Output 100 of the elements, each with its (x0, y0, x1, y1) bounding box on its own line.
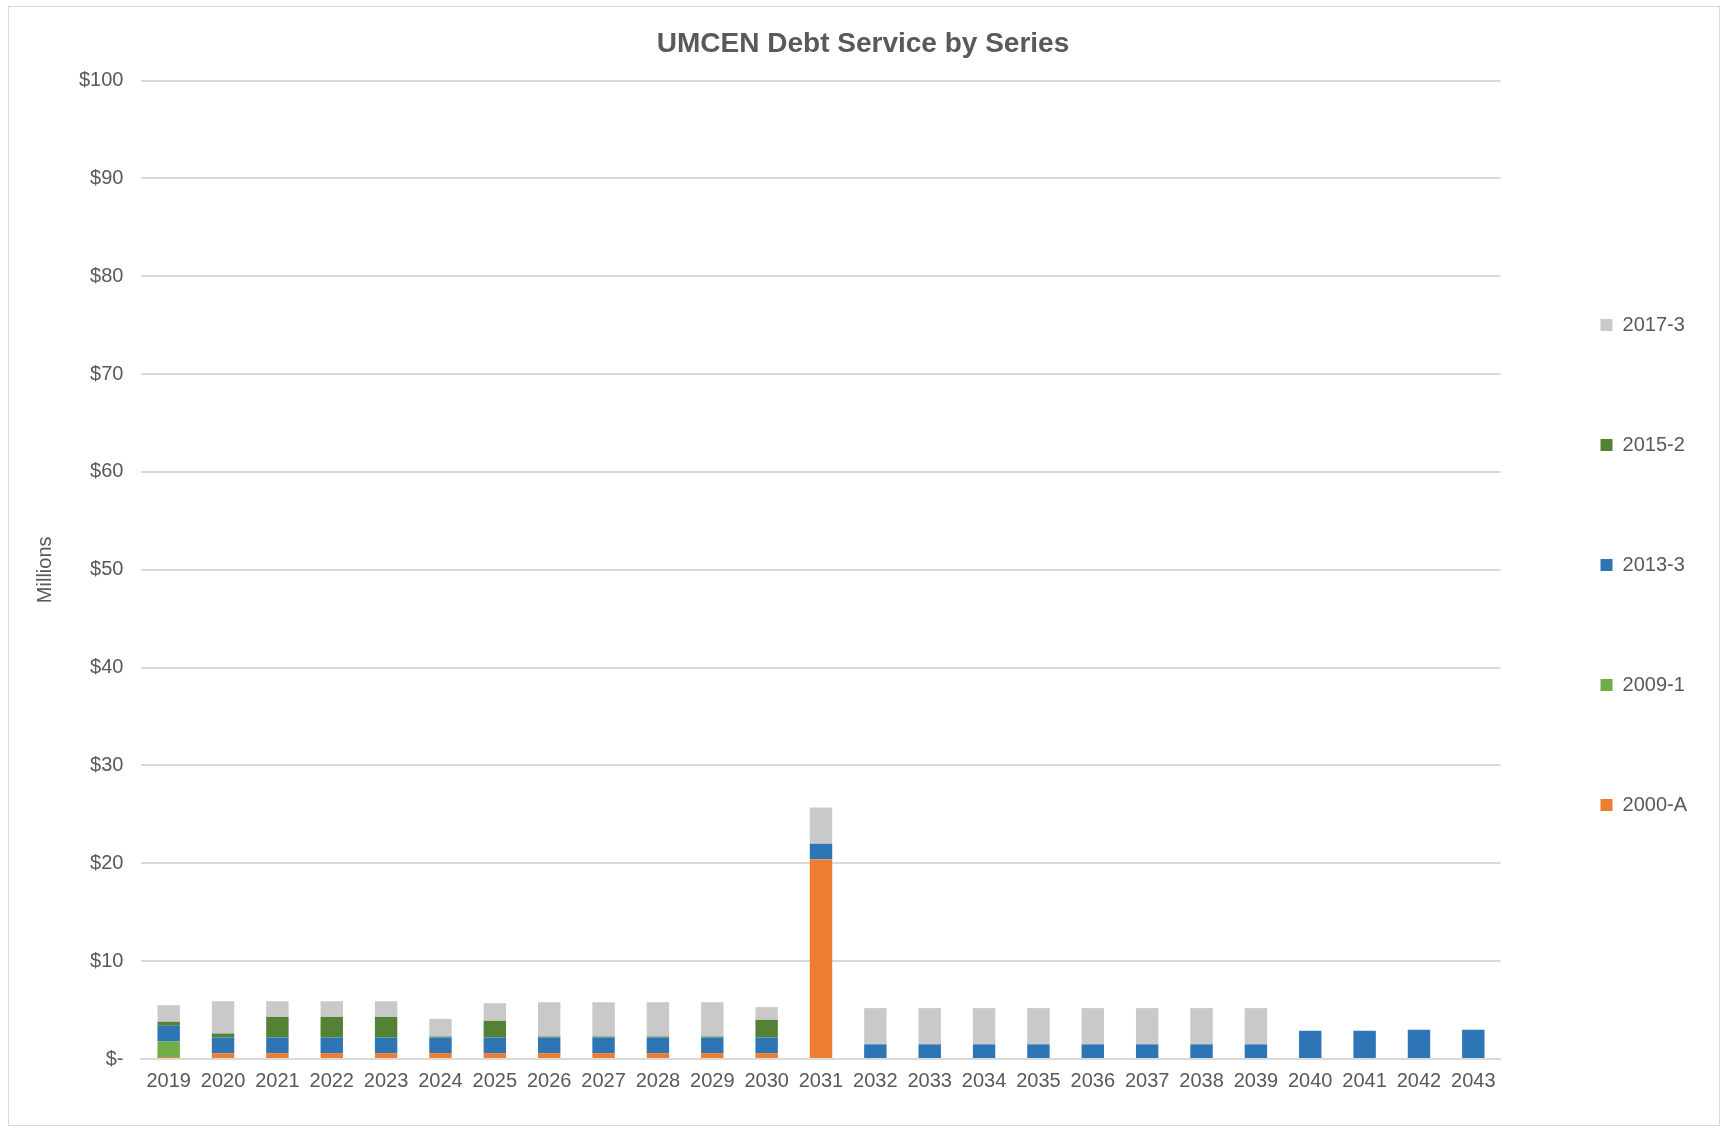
bar (1353, 1030, 1376, 1058)
x-tick-label: 2021 (255, 1068, 300, 1091)
x-tick-label: 2029 (690, 1068, 735, 1091)
y-tick-label: $30 (90, 753, 124, 775)
x-tick-label: 2035 (1016, 1068, 1061, 1091)
bar (1299, 1030, 1322, 1058)
bar (755, 1007, 778, 1020)
bar (755, 1019, 778, 1038)
x-tick-label: 2036 (1070, 1068, 1116, 1091)
legend-label: 2013-3 (1622, 552, 1685, 575)
bar (537, 1037, 561, 1054)
bar (266, 1001, 289, 1017)
bar (1407, 1029, 1431, 1058)
bar (918, 1044, 941, 1058)
bar (646, 1053, 670, 1058)
bar (320, 1001, 343, 1017)
bar (374, 1037, 398, 1054)
x-tick-label: 2020 (200, 1068, 246, 1091)
x-tick-label: 2032 (853, 1068, 898, 1091)
legend-label: 2000-A (1622, 792, 1688, 815)
bar (755, 1053, 778, 1058)
y-tick-label: $60 (90, 459, 124, 482)
bar (1190, 1044, 1213, 1058)
bar (537, 1002, 561, 1037)
bar (266, 1016, 289, 1038)
bar (483, 1037, 507, 1054)
bar (211, 1001, 235, 1034)
x-tick-label: 2033 (907, 1068, 952, 1091)
bar (646, 1002, 670, 1037)
bar (1244, 1044, 1268, 1058)
bar (972, 1044, 996, 1058)
legend-label: 2017-3 (1622, 312, 1685, 335)
bar (864, 1044, 887, 1058)
x-tick-label: 2024 (418, 1068, 463, 1091)
bar (809, 807, 833, 844)
bar (1027, 1044, 1050, 1058)
bar (1190, 1008, 1213, 1045)
x-tick-label: 2023 (363, 1068, 409, 1091)
bar (1135, 1008, 1159, 1045)
y-tick-label: $10 (90, 948, 124, 971)
bar (211, 1037, 235, 1054)
x-tick-label: 2027 (581, 1068, 626, 1091)
chart-title: UMCEN Debt Service by Series (656, 26, 1070, 58)
bar (429, 1018, 452, 1037)
bar (918, 1008, 941, 1045)
bar (320, 1037, 343, 1054)
bar (483, 1053, 507, 1058)
y-tick-label: $- (105, 1046, 124, 1069)
x-tick-label: 2039 (1233, 1068, 1279, 1091)
x-tick-label: 2026 (526, 1068, 572, 1091)
bar (537, 1053, 561, 1058)
y-tick-label: $100 (78, 68, 124, 91)
bar (592, 1037, 615, 1054)
bar (320, 1016, 343, 1038)
bar (483, 1003, 507, 1021)
bar (1462, 1029, 1485, 1058)
bar (701, 1053, 724, 1058)
bar (755, 1037, 778, 1054)
bar (157, 1005, 180, 1022)
x-tick-label: 2040 (1288, 1068, 1333, 1091)
bar (483, 1020, 507, 1038)
bar (374, 1053, 398, 1058)
bar (592, 1053, 615, 1058)
y-tick-label: $80 (90, 263, 124, 286)
x-tick-label: 2022 (309, 1068, 354, 1091)
x-tick-label: 2028 (635, 1068, 681, 1091)
x-tick-label: 2042 (1396, 1068, 1442, 1091)
bar (864, 1008, 887, 1045)
bar (1081, 1008, 1105, 1045)
bar (701, 1037, 724, 1054)
bar (429, 1037, 452, 1054)
bar (809, 843, 833, 860)
y-axis-title: Millions (32, 536, 55, 604)
x-tick-label: 2041 (1342, 1068, 1387, 1091)
bar (374, 1001, 398, 1017)
x-tick-label: 2034 (961, 1068, 1007, 1091)
x-tick-label: 2031 (798, 1068, 844, 1091)
bar (592, 1002, 615, 1037)
bar (374, 1016, 398, 1038)
bar (1135, 1044, 1159, 1058)
y-tick-label: $50 (90, 557, 124, 580)
bar (157, 1041, 180, 1058)
x-tick-label: 2025 (472, 1068, 518, 1091)
bar (266, 1037, 289, 1054)
bar (646, 1037, 670, 1054)
x-tick-label: 2043 (1451, 1068, 1496, 1091)
bar (157, 1021, 180, 1026)
x-tick-label: 2037 (1124, 1068, 1170, 1091)
y-tick-label: $20 (90, 850, 124, 873)
bar (429, 1053, 452, 1058)
y-tick-label: $70 (90, 361, 124, 384)
y-tick-label: $40 (90, 655, 124, 678)
bar (809, 859, 833, 1058)
bar (701, 1002, 724, 1037)
x-tick-label: 2038 (1179, 1068, 1224, 1091)
bar (211, 1053, 235, 1058)
x-tick-label: 2030 (744, 1068, 789, 1091)
bar (972, 1008, 996, 1045)
bar (1081, 1044, 1105, 1058)
bar (1244, 1008, 1268, 1045)
